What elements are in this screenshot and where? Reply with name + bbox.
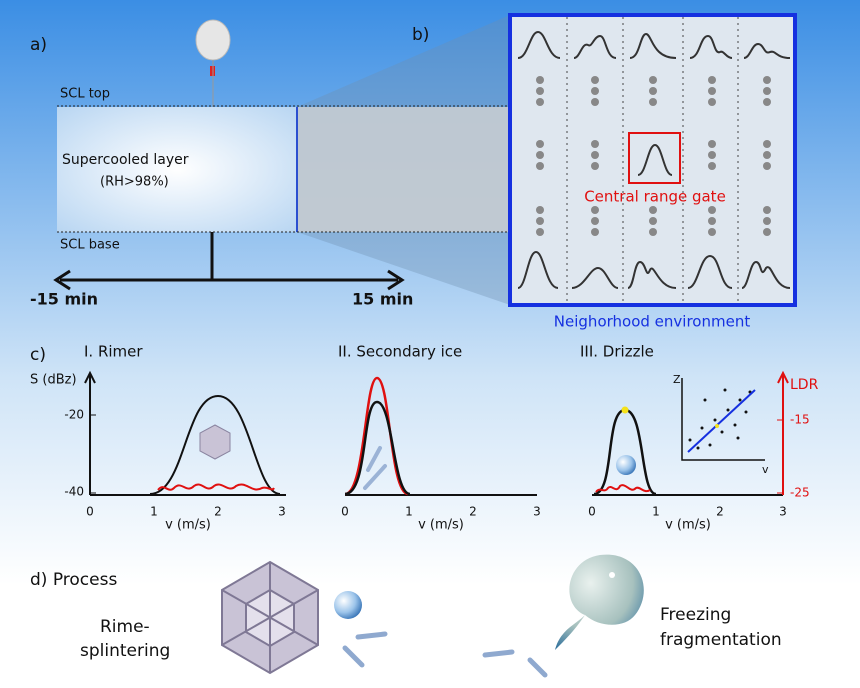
cloud-layer-zoom (297, 107, 510, 232)
y-tick-label: -40 (64, 485, 84, 499)
x-axis-label: v (m/s) (418, 518, 464, 533)
process-label: splintering (80, 641, 170, 661)
rimer-crystal (200, 425, 230, 459)
x-tick-label: 1 (405, 505, 413, 519)
x-tick-label: 2 (214, 505, 222, 519)
x-tick-label: 3 (278, 505, 286, 519)
y2-tick-label: -15 (790, 413, 810, 427)
panel-label: c) (30, 345, 46, 365)
cloud-layer (57, 107, 297, 232)
process-label: Rime- (100, 617, 150, 637)
inset-highlight (715, 424, 719, 428)
subpanel-title: III. Drizzle (580, 343, 654, 361)
balloon (196, 20, 230, 60)
x-tick-label: 2 (469, 505, 477, 519)
inset-y-label: Z (673, 373, 681, 386)
scl-base-label: SCL base (60, 238, 120, 253)
x-tick-label: 3 (533, 505, 541, 519)
process-label: Freezing (660, 605, 731, 625)
drizzle-drop (616, 455, 636, 475)
x-tick-label: 0 (588, 505, 596, 519)
layer-condition: (RH>98%) (100, 175, 169, 190)
neighborhood-caption: Neighorhood environment (554, 313, 751, 331)
x-axis-label: v (m/s) (165, 518, 211, 533)
highlight (609, 572, 615, 578)
panel-label: d) Process (30, 570, 117, 590)
y2-tick-label: -25 (790, 486, 810, 500)
figure: a) SCL top Supercooled layer (RH>98%) SC… (0, 0, 860, 688)
x-axis-label: v (m/s) (665, 518, 711, 533)
y-axis-label: S (dBz) (30, 373, 77, 388)
process-label: fragmentation (660, 630, 782, 650)
y2-axis-label: LDR (790, 377, 819, 393)
x-tick-label: 0 (341, 505, 349, 519)
x-tick-label: 2 (716, 505, 724, 519)
panel-label: a) (30, 35, 47, 55)
x-tick-label: 0 (86, 505, 94, 519)
neighborhood-box (510, 15, 795, 305)
panel-label: b) (412, 25, 429, 45)
x-tick-label: 1 (652, 505, 660, 519)
x-tick-label: 1 (150, 505, 158, 519)
inset-x-label: v (762, 463, 769, 476)
central-gate-label: Central range gate (584, 188, 726, 206)
layer-label: Supercooled layer (62, 152, 189, 168)
droplet (334, 591, 362, 619)
subpanel-title: II. Secondary ice (338, 343, 462, 361)
scl-top-label: SCL top (60, 87, 110, 102)
subpanel-title: I. Rimer (84, 343, 143, 361)
y-tick-label: -20 (64, 408, 84, 422)
peak-marker (622, 407, 629, 414)
time-right: 15 min (352, 290, 413, 309)
time-left: -15 min (30, 290, 98, 309)
x-tick-label: 3 (779, 505, 787, 519)
